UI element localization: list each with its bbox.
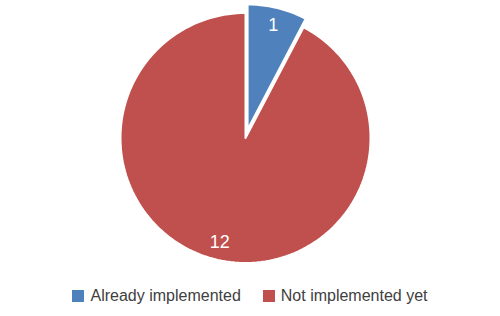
html-text:Already implemented: Already implemented	[90, 286, 241, 304]
html-text:Not implemented yet: Not implemented yet	[280, 286, 428, 304]
svg-text:12: 12	[210, 232, 230, 252]
svg-text:1: 1	[268, 15, 278, 35]
